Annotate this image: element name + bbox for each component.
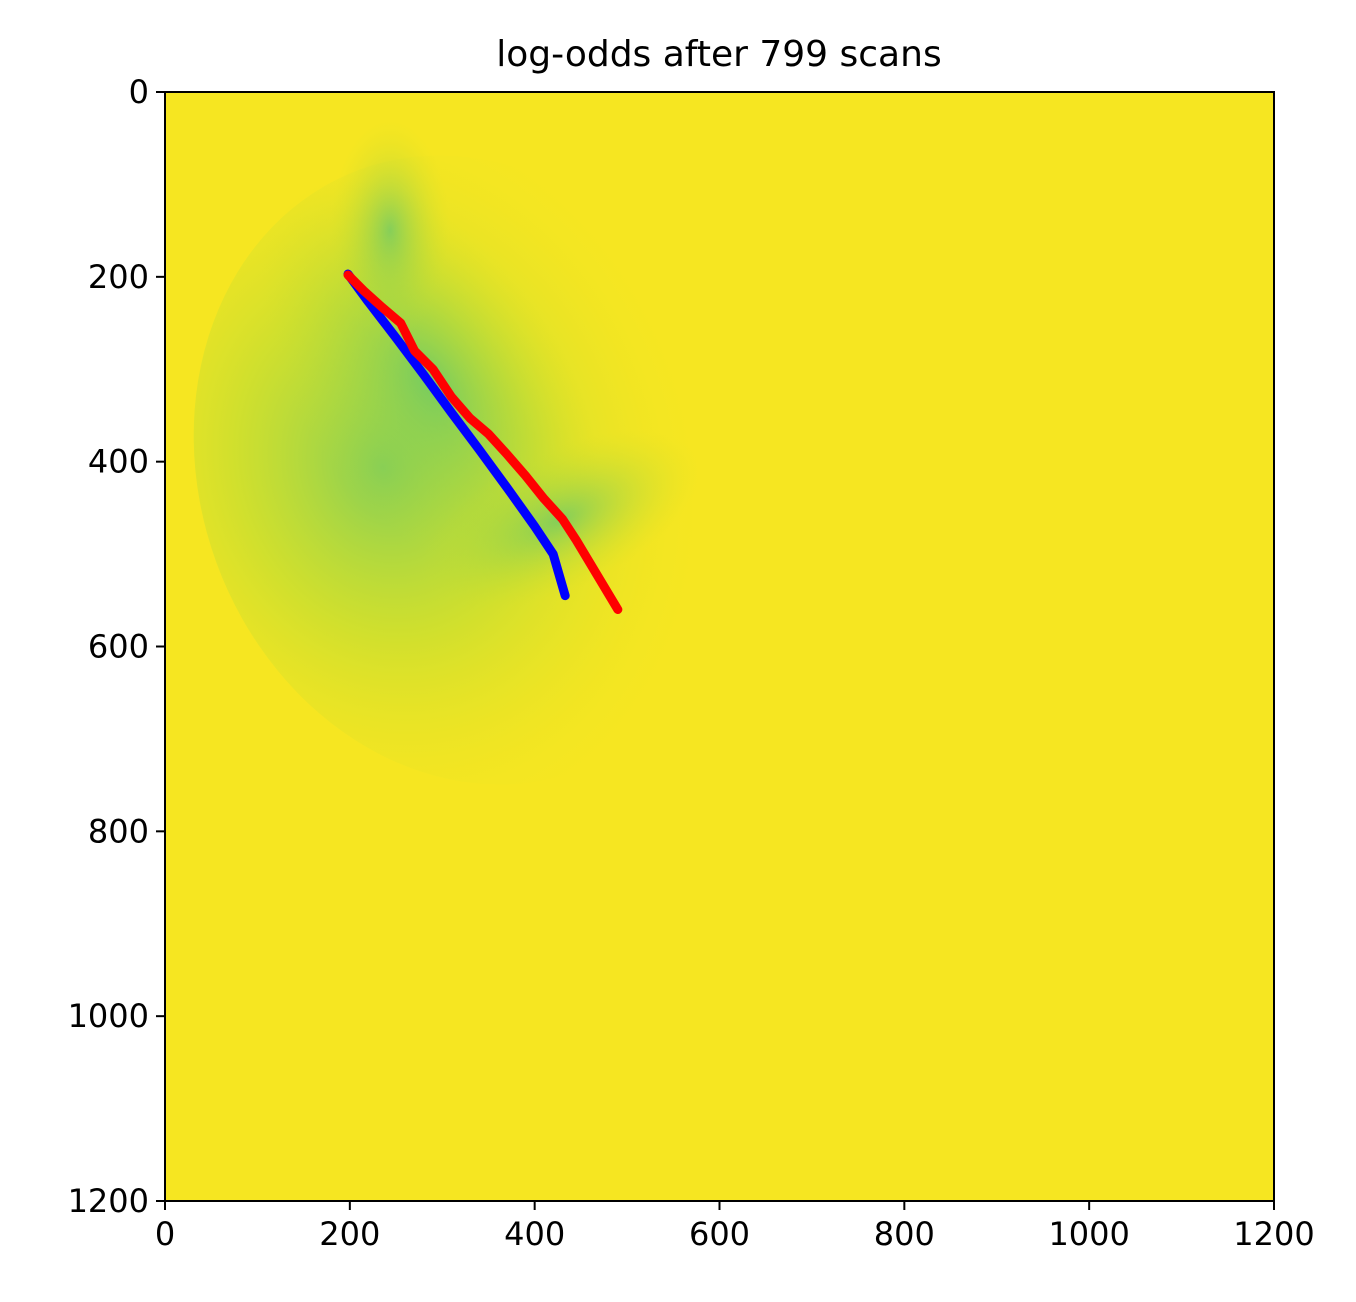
x-tick-label: 800 [874, 1215, 935, 1253]
x-tick-label: 0 [155, 1215, 175, 1253]
x-tick-label: 1200 [1233, 1215, 1314, 1253]
y-tick-label: 1200 [68, 1182, 149, 1220]
trajectory-line-1 [343, 269, 570, 601]
y-tick-label: 800 [88, 812, 149, 850]
x-tick-label: 400 [504, 1215, 565, 1253]
x-tick-label: 200 [319, 1215, 380, 1253]
y-tick-label: 200 [88, 258, 149, 296]
y-tick-label: 400 [88, 443, 149, 481]
chart-title: log-odds after 799 scans [496, 34, 941, 75]
trajectory-line-2 [343, 270, 623, 615]
y-tick-label: 0 [129, 73, 149, 111]
x-tick-label: 600 [689, 1215, 750, 1253]
y-tick-label: 1000 [68, 997, 149, 1035]
heatmap-uncertainty-region [193, 120, 747, 785]
x-tick-label: 1000 [1048, 1215, 1129, 1253]
y-tick-label: 600 [88, 628, 149, 666]
